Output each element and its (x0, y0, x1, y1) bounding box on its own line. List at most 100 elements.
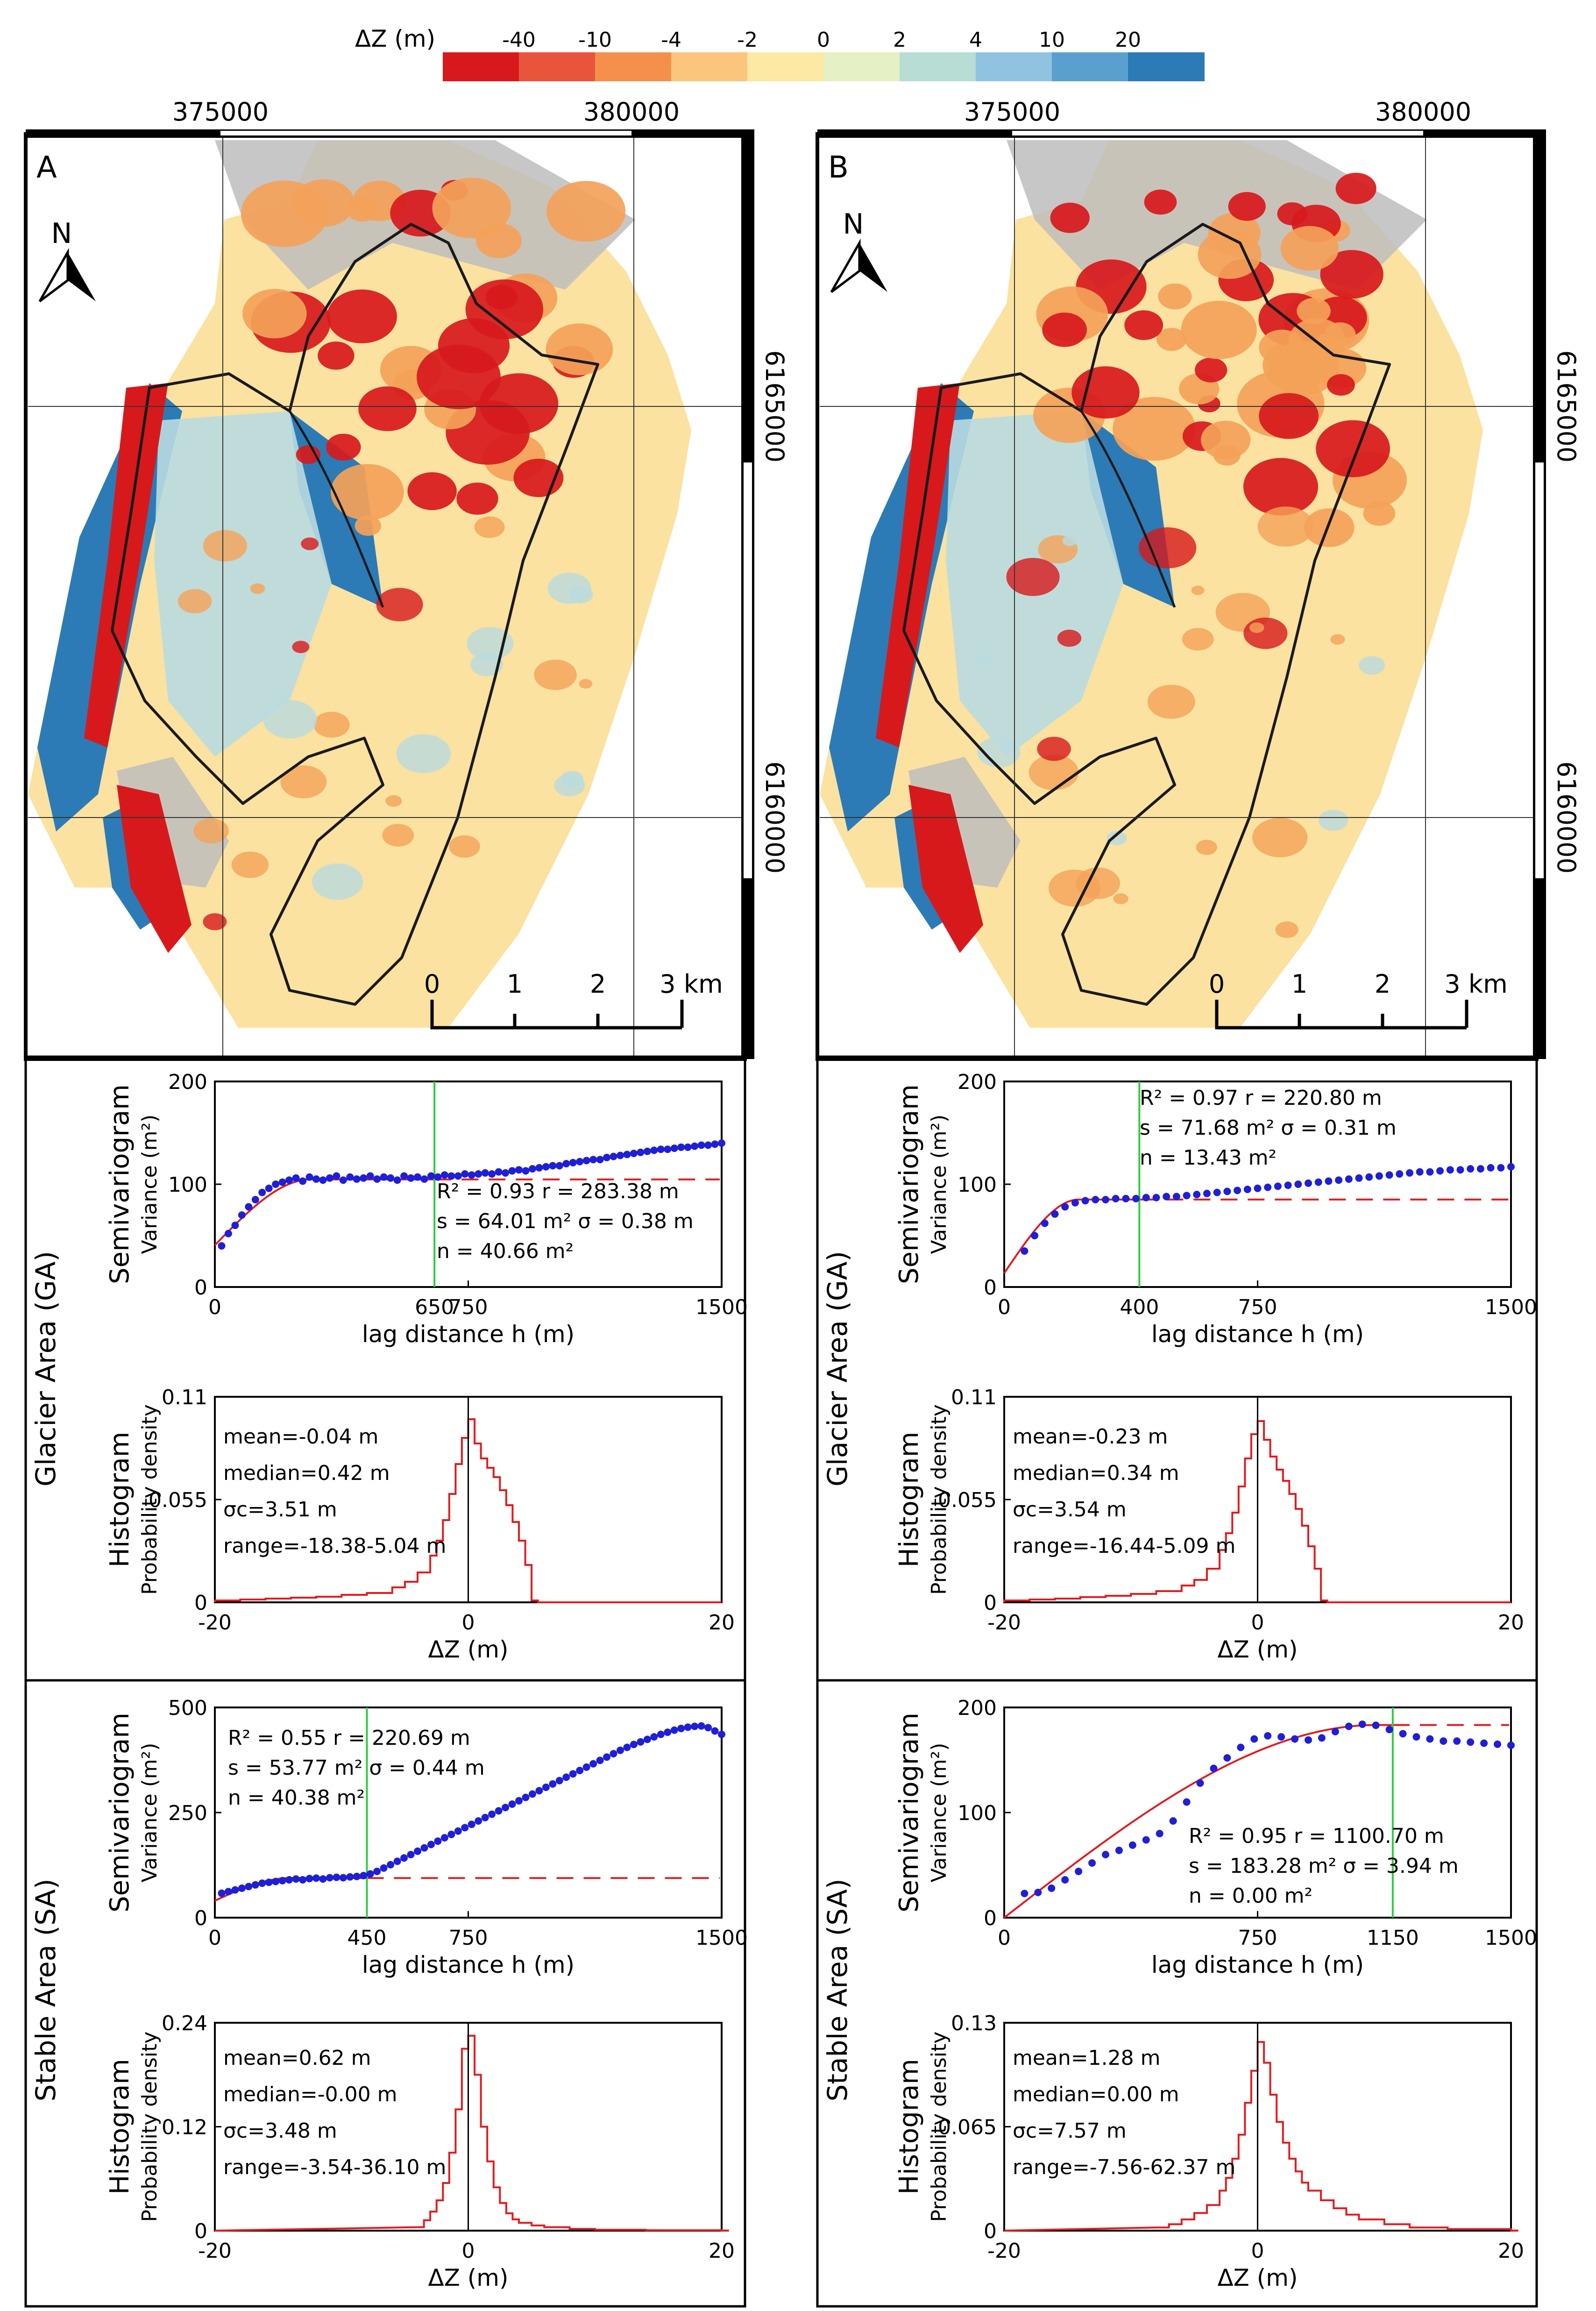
section-box-b-stable (816, 1679, 1538, 2308)
a-sa-hist-stat-line: median=-0.00 m (223, 2083, 397, 2106)
a-sa-vario-point (468, 1820, 475, 1828)
a-sa-vario-point (562, 1773, 570, 1781)
a-ga-vario-point (589, 1156, 597, 1164)
map-change-patch (1259, 329, 1305, 365)
a-sa-vario-point (515, 1797, 523, 1805)
map-change-patch (973, 653, 993, 667)
b-ga-vario-model-curve (1003, 1198, 1140, 1274)
map-glacier-outline (902, 223, 1391, 1006)
b-sa-hist-y-tick-label: 0 (984, 2219, 997, 2243)
b-sa-vario-point (1385, 1726, 1393, 1734)
a-ga-vario-point (475, 1170, 482, 1178)
a-sa-vario-point (677, 1725, 685, 1732)
a-sa-vario-point (549, 1780, 557, 1788)
a-sa-hist-stat-line: range=-3.54-36.10 m (223, 2155, 446, 2179)
chart-b-stable-variogram: 0 750 1150 1500 0 100 200 lag distance h (m) Var… (894, 1696, 1537, 1978)
b-sa-vario-point (1237, 1743, 1245, 1751)
a-ga-vario-point (258, 1188, 266, 1196)
map-change-patch (193, 818, 229, 844)
b-sa-vario-point (1277, 1733, 1285, 1741)
b-ga-vario-point (1092, 1196, 1099, 1203)
b-ga-hist-y-tick-label: 0 (984, 1591, 997, 1615)
map-change-patch (1327, 374, 1355, 396)
scale-label-b-1: 1 (1291, 969, 1307, 999)
a-ga-vario-point (238, 1211, 246, 1219)
a-ga-vario-x-tick-label: 750 (449, 1295, 488, 1319)
a-ga-vario-point (596, 1156, 604, 1164)
a-sa-vario-point (393, 1857, 401, 1865)
a-ga-vario-point (495, 1168, 503, 1176)
b-ga-vario-y-tick-label: 100 (958, 1173, 997, 1197)
map-change-patch (1042, 313, 1087, 347)
b-ga-hist-x-tick-label: -20 (987, 1611, 1021, 1635)
b-ga-vario-point (1234, 1187, 1241, 1195)
map-change-patch (1113, 893, 1128, 904)
a-sa-vario-point (238, 1884, 246, 1892)
b-sa-vario-point (1021, 1890, 1029, 1898)
map-change-patch (326, 434, 361, 461)
map-change-patch (292, 179, 355, 227)
map-change-patch (432, 178, 511, 239)
a-ga-vario-point (440, 1171, 448, 1179)
y-tick-a-6165000: 6165000 (760, 350, 789, 463)
colorbar-tick-label-3: -2 (737, 28, 758, 52)
north-arrow-icon (38, 248, 69, 302)
a-ga-vario-point (353, 1175, 361, 1183)
b-sa-vario-x-tick-label: 750 (1238, 1926, 1277, 1950)
a-sa-vario-point (664, 1728, 672, 1736)
a-ga-vario-point (718, 1139, 725, 1147)
colorbar-swatch-7 (976, 52, 1052, 81)
map-change-patch (534, 659, 577, 690)
b-ga-vario-point (1467, 1165, 1475, 1173)
map-change-patch (1243, 617, 1288, 649)
b-sa-vario-point (1115, 1847, 1123, 1854)
a-ga-vario-x-tick-label: 650 (415, 1295, 454, 1319)
a-sa-vario-point (299, 1876, 307, 1884)
b-ga-vario-point (1396, 1170, 1404, 1178)
a-ga-vario-x-label: lag distance h (m) (362, 1321, 575, 1348)
b-sa-vario-point (1467, 1738, 1475, 1746)
b-sa-vario-point (1480, 1739, 1488, 1747)
b-sa-vario-x-tick-label: 0 (998, 1926, 1011, 1950)
b-sa-vario-point (1264, 1732, 1272, 1740)
a-ga-hist-y-label: Probability density (138, 1404, 162, 1595)
map-change-patch (1048, 869, 1100, 907)
b-sa-vario-side-label: Semivariogram (894, 1713, 924, 1913)
a-ga-vario-point (278, 1178, 286, 1186)
map-change-patch (382, 824, 414, 847)
a-ga-vario-point (670, 1145, 678, 1152)
a-sa-vario-point (630, 1741, 638, 1749)
b-sa-vario-y-tick-label: 200 (958, 1696, 997, 1720)
map-change-patch (474, 516, 505, 538)
b-sa-vario-point (1156, 1830, 1163, 1837)
colorbar-swatch-1 (519, 52, 596, 81)
b-sa-vario-point (1318, 1734, 1326, 1742)
a-sa-vario-point (535, 1787, 543, 1795)
a-ga-vario-point (562, 1160, 570, 1167)
map-change-patch (546, 181, 626, 242)
b-ga-vario-point (1172, 1193, 1180, 1201)
a-ga-vario-point (677, 1143, 685, 1151)
a-ga-vario-point (299, 1177, 307, 1185)
b-sa-hist-y-label: Probability density (927, 2032, 951, 2222)
a-sa-vario-point (420, 1844, 428, 1852)
map-glacier-outline (111, 223, 599, 1006)
b-sa-vario-point (1223, 1754, 1231, 1762)
row-label-a-glacier: Glacier Area (GA) (30, 1251, 62, 1486)
map-change-patch (396, 734, 451, 774)
scale-bar-b: 0 1 2 3 km (1209, 969, 1508, 1030)
b-ga-vario-y-tick-label: 200 (958, 1070, 997, 1094)
a-ga-vario-point (515, 1166, 523, 1174)
b-ga-vario-point (1325, 1177, 1333, 1185)
map-change-patch (318, 341, 355, 370)
b-ga-vario-point (1031, 1232, 1039, 1239)
a-sa-vario-point (218, 1889, 226, 1897)
a-sa-vario-x-tick-label: 450 (348, 1926, 387, 1950)
b-sa-hist-stat-line: mean=1.28 m (1013, 2046, 1160, 2070)
a-sa-vario-point (582, 1763, 590, 1771)
row-label-a-stable: Stable Area (SA) (30, 1879, 62, 2102)
scale-bar-a: 0 1 2 3 km (424, 969, 723, 1030)
